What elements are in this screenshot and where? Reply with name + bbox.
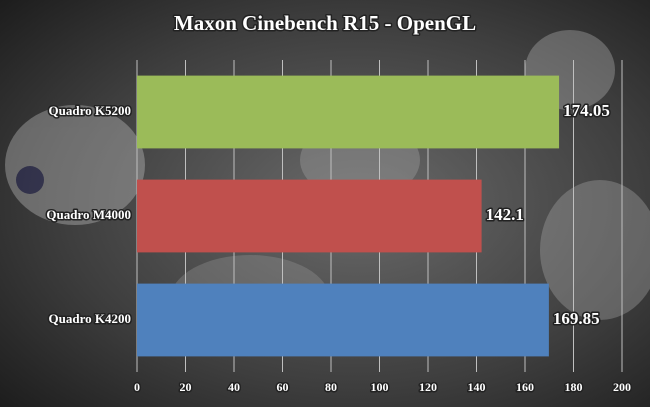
x-tick-label: 160 bbox=[516, 380, 534, 394]
value-label: 174.05 bbox=[563, 101, 610, 120]
y-tick-label: Quadro M4000 bbox=[46, 207, 131, 222]
x-tick-label: 200 bbox=[613, 380, 631, 394]
bar bbox=[137, 179, 482, 253]
x-tick-label: 180 bbox=[565, 380, 583, 394]
x-tick-label: 100 bbox=[371, 380, 389, 394]
x-tick-label: 80 bbox=[325, 380, 337, 394]
bar bbox=[137, 75, 560, 149]
y-tick-label: Quadro K5200 bbox=[49, 103, 131, 118]
bar bbox=[137, 283, 549, 357]
x-tick-label: 0 bbox=[134, 380, 140, 394]
x-tick-label: 60 bbox=[277, 380, 289, 394]
x-tick-label: 40 bbox=[228, 380, 240, 394]
x-tick-label: 20 bbox=[180, 380, 192, 394]
value-label: 142.1 bbox=[486, 205, 524, 224]
y-tick-label: Quadro K4200 bbox=[49, 311, 131, 326]
chart-title: Maxon Cinebench R15 - OpenGL bbox=[174, 11, 476, 35]
x-tick-label: 120 bbox=[419, 380, 437, 394]
value-label: 169.85 bbox=[553, 309, 600, 328]
x-tick-label: 140 bbox=[468, 380, 486, 394]
